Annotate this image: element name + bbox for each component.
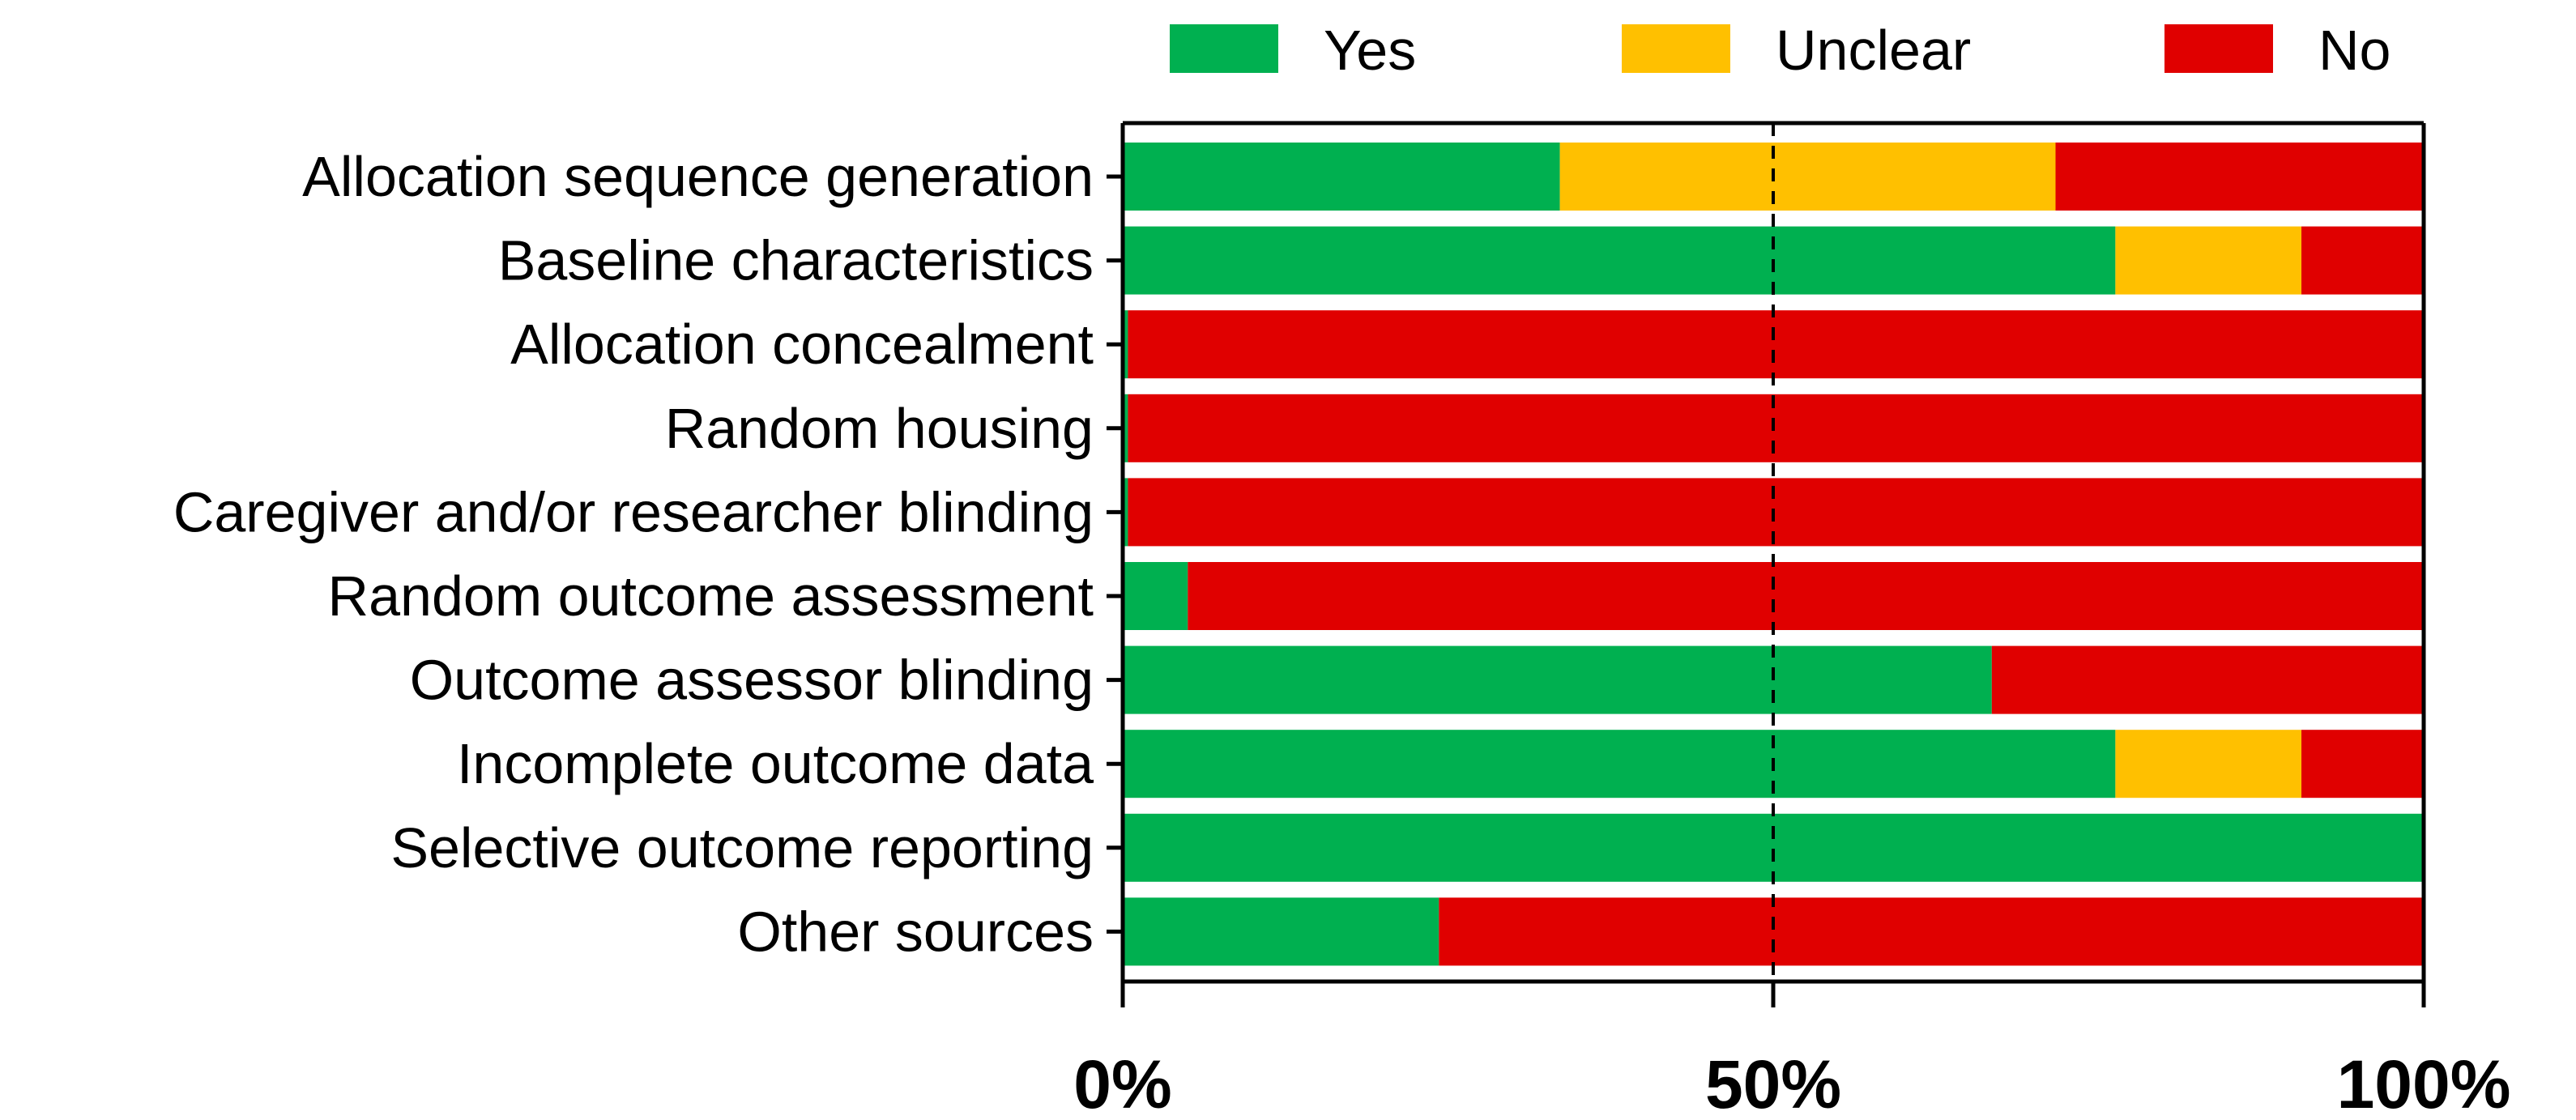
- bar-selective-outcome-reporting-yes: [1123, 813, 2424, 882]
- axes: [1107, 121, 2426, 1007]
- bar-outcome-assessor-blinding-yes: [1123, 645, 1992, 714]
- category-label-allocation-sequence-generation: Allocation sequence generation: [302, 145, 1094, 208]
- legend-label-yes: Yes: [1324, 19, 1416, 82]
- bar-random-outcome-assessment-yes: [1123, 562, 1188, 630]
- category-label-selective-outcome-reporting: Selective outcome reporting: [390, 816, 1094, 879]
- category-label-other-sources: Other sources: [737, 900, 1094, 963]
- x-tick-label-50: 50%: [1705, 1046, 1841, 1120]
- bar-incomplete-outcome-data-no: [2301, 730, 2424, 798]
- legend: Yes Unclear No: [1170, 19, 2390, 82]
- bars: [1123, 143, 2424, 966]
- bar-other-sources-no: [1439, 897, 2424, 966]
- bar-caregiver-and-or-researcher-blinding-no: [1128, 478, 2424, 547]
- category-label-incomplete-outcome-data: Incomplete outcome data: [457, 732, 1094, 795]
- category-label-caregiver-and-or-researcher-blinding: Caregiver and/or researcher blinding: [173, 480, 1094, 543]
- legend-swatch-unclear: [1622, 24, 1730, 73]
- bar-outcome-assessor-blinding-no: [1991, 645, 2424, 714]
- legend-label-no: No: [2318, 19, 2390, 82]
- bar-allocation-concealment-no: [1128, 310, 2424, 379]
- legend-label-unclear: Unclear: [1776, 19, 1971, 82]
- bar-caregiver-and-or-researcher-blinding-yes: [1123, 478, 1128, 547]
- bar-baseline-characteristics-unclear: [2115, 226, 2302, 295]
- bar-incomplete-outcome-data-yes: [1123, 730, 2116, 798]
- legend-swatch-yes: [1170, 24, 1278, 73]
- category-labels: Allocation sequence generation Baseline c…: [173, 145, 1094, 963]
- bar-other-sources-yes: [1123, 897, 1439, 966]
- bar-allocation-sequence-generation-unclear: [1559, 143, 2056, 211]
- x-tick-label-100: 100%: [2337, 1046, 2511, 1120]
- legend-swatch-no: [2164, 24, 2273, 73]
- x-tick-label-0: 0%: [1073, 1046, 1171, 1120]
- x-axis-ticks: 0% 50% 100%: [1073, 1046, 2510, 1120]
- bar-random-housing-no: [1128, 394, 2424, 462]
- bar-random-housing-yes: [1123, 394, 1128, 462]
- bar-random-outcome-assessment-no: [1188, 562, 2424, 630]
- category-label-baseline-characteristics: Baseline characteristics: [498, 229, 1094, 292]
- bar-baseline-characteristics-yes: [1123, 226, 2116, 295]
- category-label-random-outcome-assessment: Random outcome assessment: [328, 564, 1094, 628]
- bar-incomplete-outcome-data-unclear: [2115, 730, 2302, 798]
- bar-baseline-characteristics-no: [2301, 226, 2424, 295]
- category-label-allocation-concealment: Allocation concealment: [510, 313, 1094, 376]
- category-label-random-housing: Random housing: [665, 397, 1094, 460]
- bar-allocation-sequence-generation-yes: [1123, 143, 1560, 211]
- bar-allocation-concealment-yes: [1123, 310, 1128, 379]
- category-label-outcome-assessor-blinding: Outcome assessor blinding: [410, 649, 1094, 712]
- bar-allocation-sequence-generation-no: [2055, 143, 2424, 211]
